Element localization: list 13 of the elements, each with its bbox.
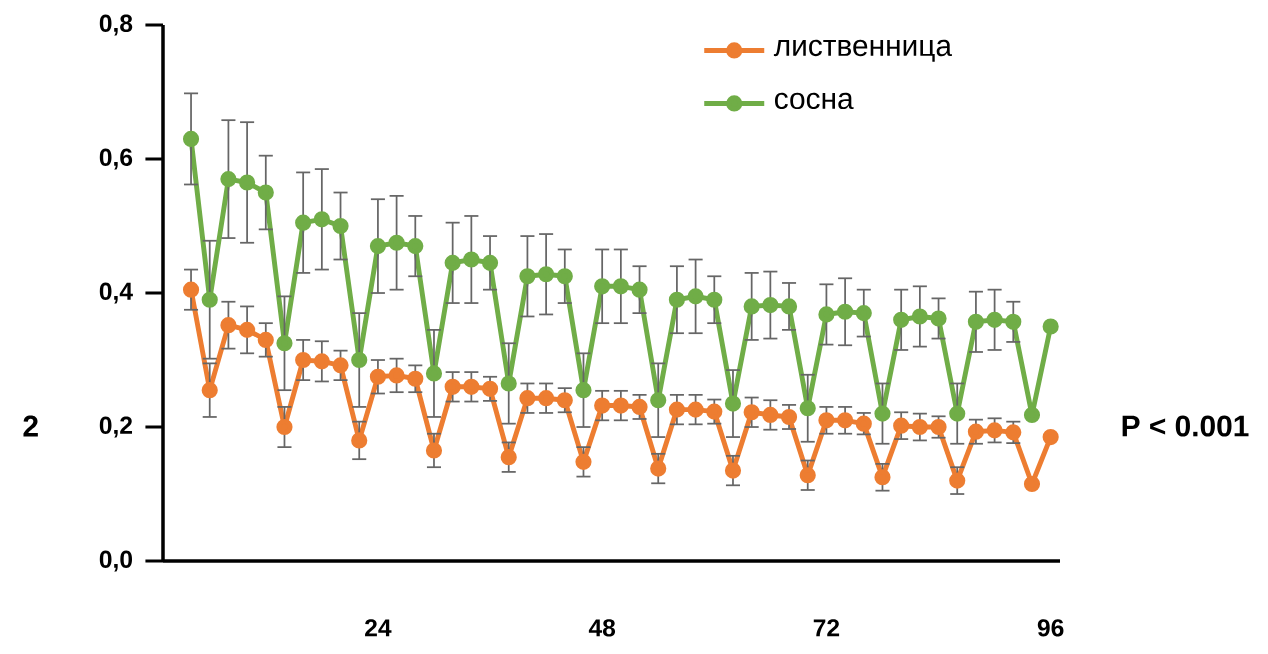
y-tick-label: 0,8 — [99, 14, 133, 36]
legend-label: сосна — [775, 92, 854, 110]
y-tick-label: 0,4 — [99, 282, 133, 304]
text: P < 0.001 — [1122, 415, 1249, 437]
y-tick-label: 0,6 — [99, 148, 133, 170]
y-tick-label: 0,2 — [99, 416, 133, 438]
x-tick-label: 24 — [365, 619, 392, 637]
x-tick-label: 48 — [588, 619, 616, 637]
text: 2 — [23, 415, 38, 437]
legend-label: лиственница — [773, 39, 952, 62]
x-tick-label: 96 — [1037, 619, 1064, 637]
y-tick-label: 0,0 — [99, 550, 133, 572]
x-tick-label: 72 — [813, 619, 840, 637]
